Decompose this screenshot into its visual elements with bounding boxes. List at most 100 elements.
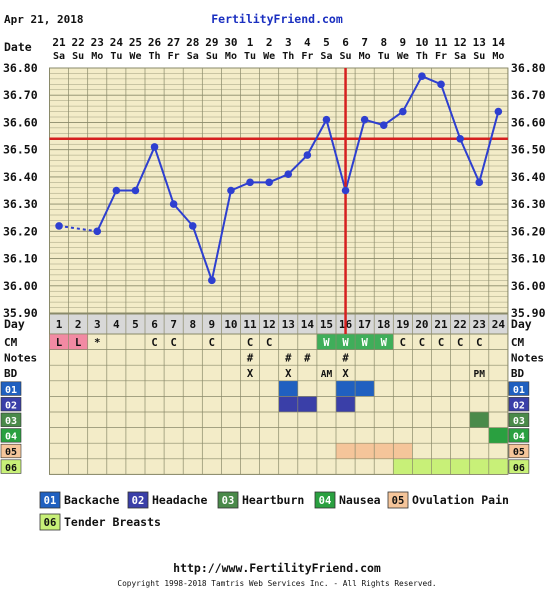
temperature-line-segment (459, 138, 481, 183)
legend-id: 05 (392, 495, 405, 507)
symptom-cell (278, 380, 298, 397)
temperature-point (341, 186, 350, 195)
cm-value: C (476, 337, 482, 349)
symptom-row-label: 04 (5, 432, 17, 443)
symptom-row-label-right: 03 (513, 416, 525, 427)
legend-label: Heartburn (242, 493, 304, 507)
cycle-day-label: 20 (415, 318, 428, 331)
symptom-row-label: 06 (5, 463, 17, 474)
y-tick-label-left: 36.00 (3, 279, 38, 293)
legend-swatch (39, 491, 61, 509)
weekday-label: Sa (187, 51, 199, 62)
cm-value: W (342, 337, 349, 349)
date-label: 28 (186, 36, 199, 49)
legend-swatch (39, 513, 61, 531)
y-tick-label-right: 36.10 (511, 252, 546, 266)
symptom-row-label: 05 (5, 447, 17, 458)
temperature-point (265, 178, 273, 187)
date-label: 4 (304, 36, 311, 49)
symptom-cell (469, 458, 489, 475)
legend-label: Ovulation Pain (412, 493, 509, 507)
temperature-point (112, 186, 121, 195)
y-tick-label-right: 35.90 (511, 306, 546, 320)
date-label: 3 (285, 36, 292, 49)
legend-label: Backache (64, 493, 119, 507)
row-label-right: BD (511, 367, 525, 380)
weekday-label: Tu (110, 51, 122, 62)
weekday-label: Mo (492, 51, 504, 62)
temperature-line-segment (153, 146, 175, 205)
weekday-label: Fr (301, 51, 313, 62)
symptom-row-label: 03 (5, 416, 17, 427)
date-label: 2 (266, 36, 273, 49)
date-label: 22 (72, 36, 85, 49)
date-label: 8 (380, 36, 387, 49)
weekday-label: Th (282, 51, 294, 62)
weekday-label: Su (473, 51, 485, 62)
y-tick-label-right: 36.50 (511, 143, 546, 157)
date-label: 6 (342, 36, 349, 49)
bd-mark: PM (474, 369, 486, 380)
legend-label: Nausea (339, 493, 381, 507)
temperature-point (399, 107, 407, 116)
cm-value: C (266, 337, 272, 349)
cycle-day-label: 6 (151, 318, 158, 331)
temperature-point (475, 178, 484, 187)
y-tick-label-left: 36.30 (3, 197, 38, 211)
symptom-cell (336, 380, 356, 397)
legend-id: 03 (222, 495, 235, 507)
cm-value: W (323, 337, 330, 349)
date-label: 9 (400, 36, 407, 49)
symptom-swatch (508, 428, 530, 443)
y-tick-label-left: 36.80 (3, 61, 38, 75)
cm-value: C (438, 337, 444, 349)
y-tick-label-right: 36.80 (511, 61, 546, 75)
symptom-swatch (0, 381, 22, 396)
temperature-point (150, 143, 159, 151)
symptom-cell (431, 458, 451, 475)
legend-id: 04 (319, 495, 332, 507)
period-cell (49, 334, 69, 350)
cm-value: C (400, 337, 406, 349)
temperature-line-segment (306, 119, 328, 156)
temperature-point (379, 121, 388, 129)
date-label: 30 (224, 36, 237, 49)
legend-id: 06 (44, 517, 57, 529)
symptom-swatch (0, 443, 22, 459)
legend-swatch (387, 491, 409, 509)
period-cell (68, 334, 88, 350)
symptom-row-label: 01 (5, 385, 17, 396)
date-label: 5 (323, 36, 330, 49)
symptom-cell (393, 458, 413, 475)
bd-mark: X (247, 368, 254, 380)
row-label: BD (4, 367, 18, 380)
legend-label: Headache (152, 493, 207, 507)
day-row-label-right: Day (511, 317, 532, 331)
bd-mark: AM (321, 369, 333, 380)
note-mark: # (285, 353, 292, 365)
weekday-label: We (263, 51, 275, 62)
weekday-label: Th (416, 51, 428, 62)
cycle-day-label: 3 (94, 318, 101, 331)
date-row-label: Date (4, 40, 32, 54)
symptom-swatch (508, 412, 530, 427)
y-tick-label-left: 35.90 (3, 306, 38, 320)
y-tick-label-right: 36.00 (511, 279, 546, 293)
cm-watery-cell (355, 334, 375, 350)
temperature-line-segment (440, 84, 462, 140)
cycle-day-label: 17 (358, 318, 371, 331)
weekday-label: Tu (378, 51, 390, 62)
temperature-line-segment (325, 119, 347, 191)
y-tick-label-left: 36.60 (3, 115, 38, 129)
cm-watery-cell (316, 334, 336, 350)
date-label: 27 (167, 36, 180, 49)
temperature-line-segment (172, 203, 194, 227)
symptom-cell (488, 427, 508, 444)
legend-id: 02 (132, 495, 145, 507)
note-mark: # (342, 353, 349, 365)
cycle-day-label: 10 (224, 318, 237, 331)
note-mark: # (304, 353, 311, 365)
symptom-cell (355, 443, 375, 459)
weekday-label: Su (72, 51, 84, 62)
